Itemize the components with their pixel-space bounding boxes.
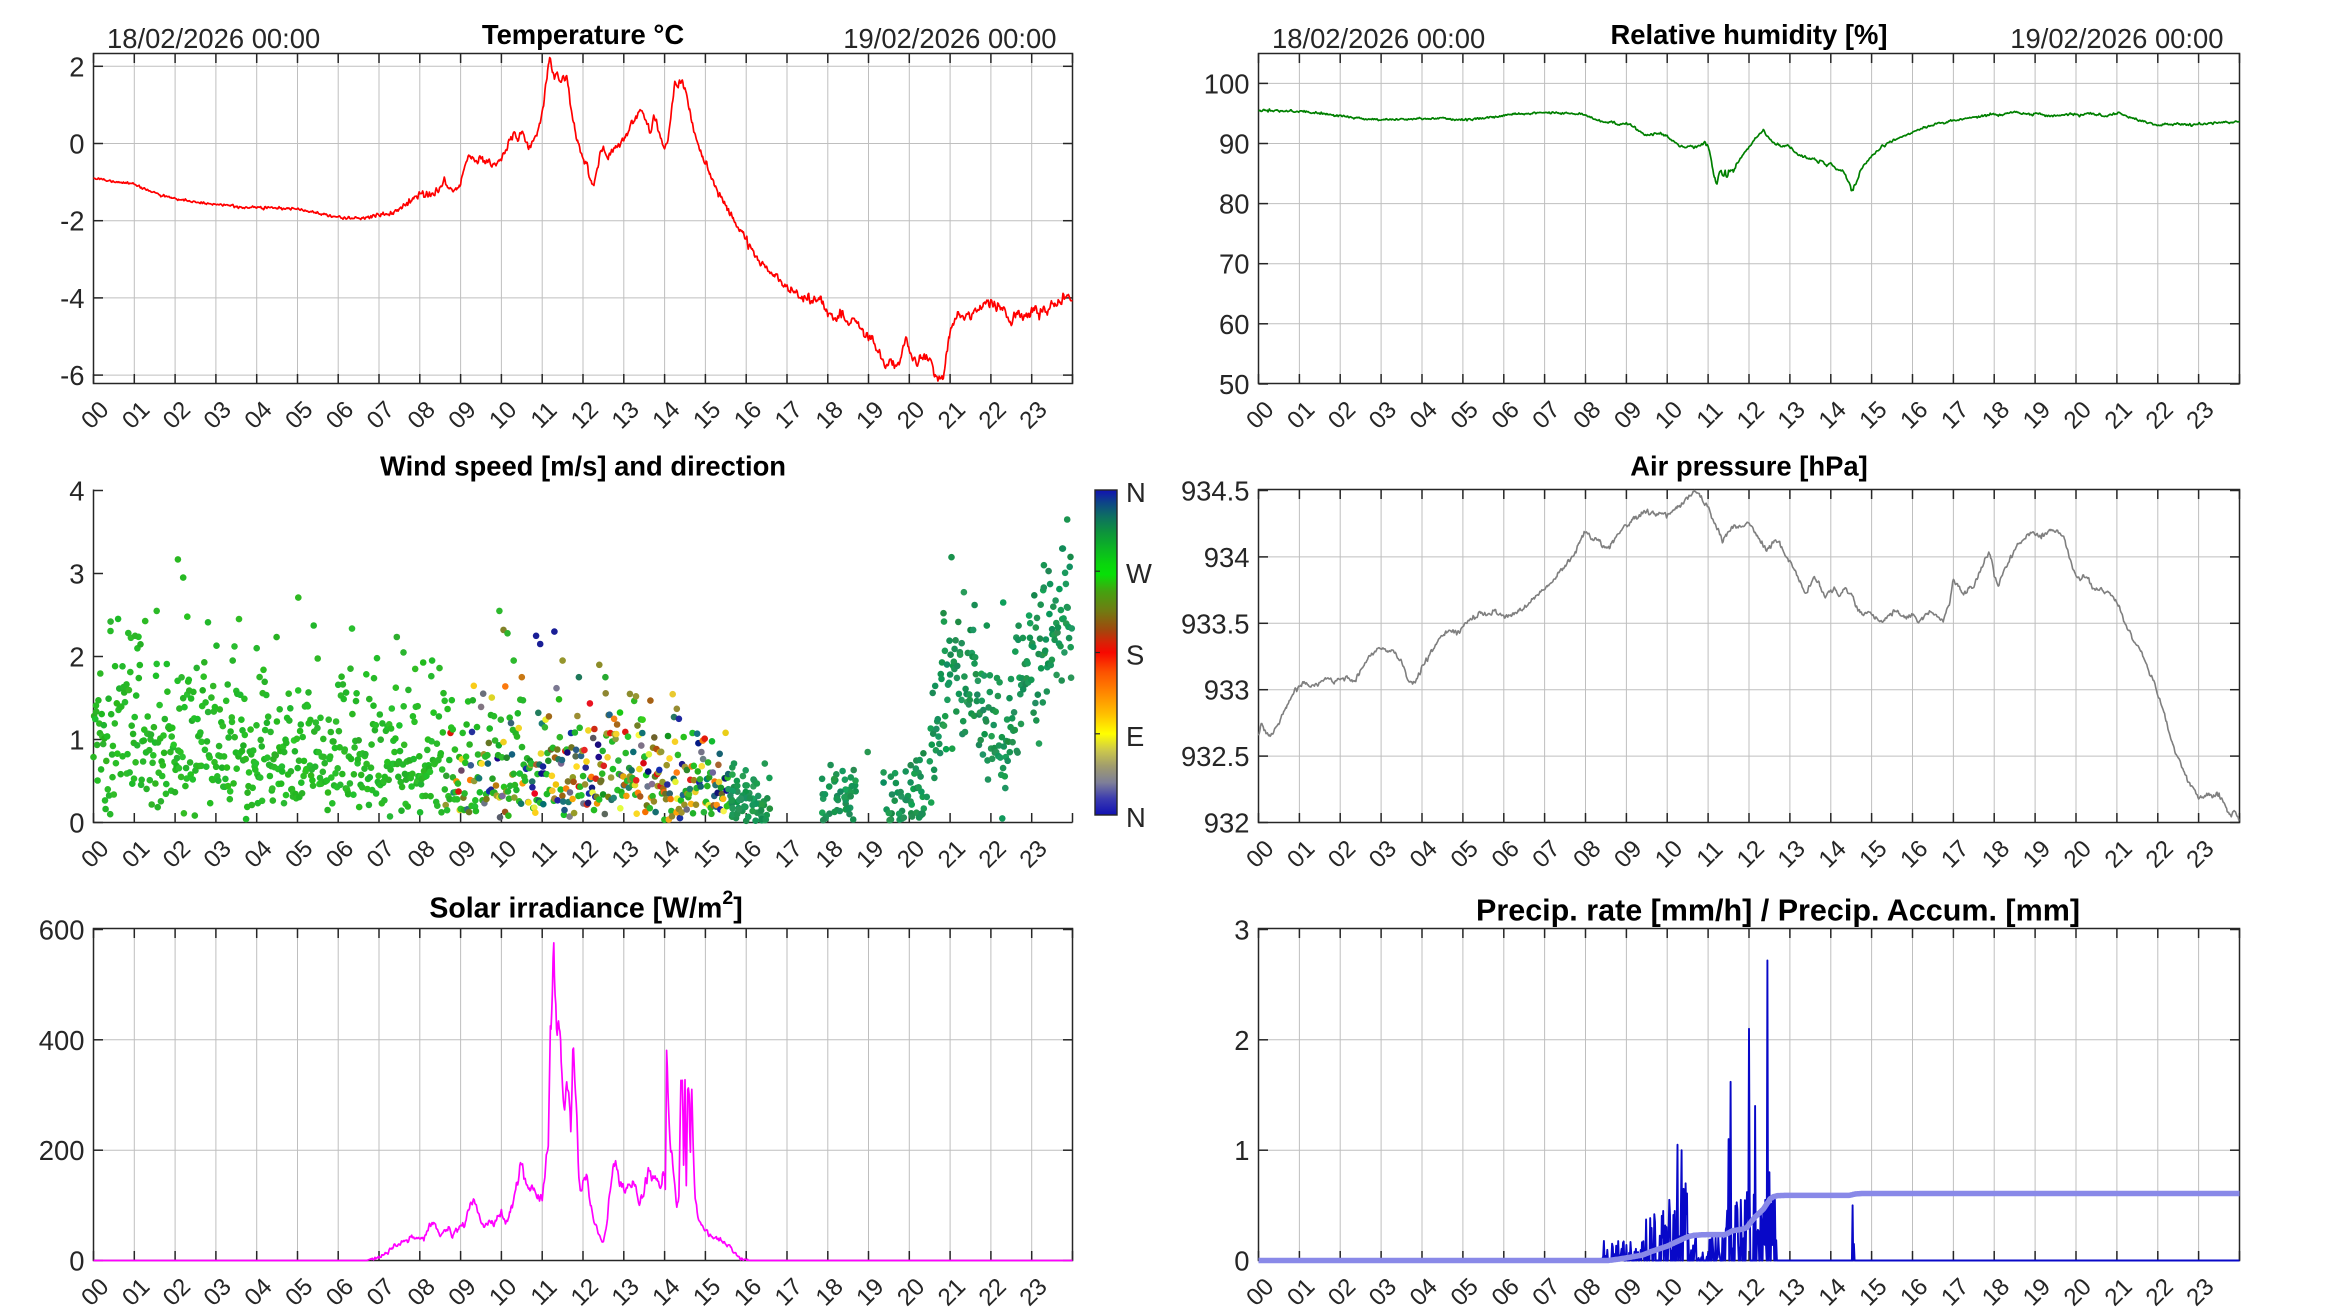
svg-text:0: 0 — [1234, 1246, 1249, 1277]
svg-text:19/02/2026 00:00: 19/02/2026 00:00 — [2010, 23, 2223, 54]
svg-text:2: 2 — [69, 51, 84, 82]
svg-text:933.5: 933.5 — [1181, 608, 1250, 639]
svg-text:0: 0 — [69, 129, 84, 160]
svg-text:Solar irradiance [W/m2]: Solar irradiance [W/m2] — [429, 887, 742, 925]
svg-text:50: 50 — [1219, 369, 1249, 400]
svg-text:932: 932 — [1204, 808, 1250, 839]
svg-text:N: N — [1126, 802, 1146, 833]
svg-text:-4: -4 — [60, 283, 84, 314]
svg-text:4: 4 — [69, 476, 84, 507]
svg-text:Relative humidity [%]: Relative humidity [%] — [1611, 19, 1888, 50]
svg-text:Temperature °C: Temperature °C — [482, 19, 684, 50]
svg-text:1: 1 — [69, 725, 84, 756]
svg-text:-2: -2 — [60, 206, 84, 237]
svg-text:S: S — [1126, 640, 1144, 671]
svg-text:1: 1 — [1234, 1135, 1249, 1166]
svg-text:400: 400 — [39, 1025, 85, 1056]
svg-text:2: 2 — [69, 642, 84, 673]
svg-text:-6: -6 — [60, 360, 84, 391]
svg-text:Wind speed [m/s] and direction: Wind speed [m/s] and direction — [380, 451, 786, 482]
svg-text:90: 90 — [1219, 129, 1249, 160]
svg-text:Precip. rate [mm/h] / Precip.: Precip. rate [mm/h] / Precip. Accum. [mm… — [1476, 894, 2080, 928]
svg-text:N: N — [1126, 477, 1146, 508]
svg-text:18/02/2026 00:00: 18/02/2026 00:00 — [1272, 23, 1485, 54]
svg-text:934.5: 934.5 — [1181, 476, 1250, 507]
svg-text:80: 80 — [1219, 189, 1249, 220]
svg-text:W: W — [1126, 558, 1152, 589]
svg-text:0: 0 — [69, 808, 84, 839]
svg-text:932.5: 932.5 — [1181, 741, 1250, 772]
svg-text:E: E — [1126, 721, 1144, 752]
svg-text:933: 933 — [1204, 675, 1250, 706]
svg-text:3: 3 — [1234, 915, 1249, 946]
svg-text:0: 0 — [69, 1246, 84, 1277]
svg-text:18/02/2026 00:00: 18/02/2026 00:00 — [107, 23, 320, 54]
svg-text:600: 600 — [39, 915, 85, 946]
svg-text:200: 200 — [39, 1135, 85, 1166]
svg-text:100: 100 — [1204, 68, 1250, 99]
svg-text:19/02/2026 00:00: 19/02/2026 00:00 — [843, 23, 1056, 54]
svg-text:2: 2 — [1234, 1025, 1249, 1056]
svg-text:934: 934 — [1204, 542, 1250, 573]
svg-text:Air pressure [hPa]: Air pressure [hPa] — [1630, 451, 1867, 482]
svg-text:60: 60 — [1219, 309, 1249, 340]
svg-text:70: 70 — [1219, 249, 1249, 280]
svg-text:3: 3 — [69, 559, 84, 590]
